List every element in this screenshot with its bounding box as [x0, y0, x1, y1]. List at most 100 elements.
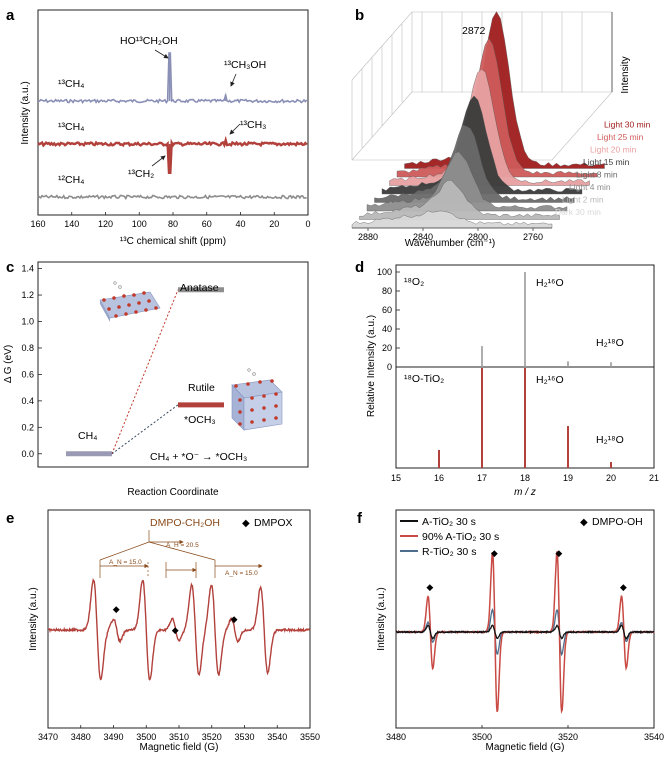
legend-label-f1: A-TiO₂ 30 s — [422, 516, 476, 528]
level-label-ch4: CH₄ — [78, 430, 97, 442]
x-tick-label-e: 3520 — [202, 732, 222, 742]
z-axis-label-b: Intensity — [620, 56, 631, 93]
panel-letter-b: b — [355, 7, 364, 24]
x-tick-label-a: 0 — [305, 219, 310, 229]
y-axis-label-c: Δ G (eV) — [3, 345, 14, 383]
y-tick-label-c: 0.4 — [21, 396, 34, 406]
spectrum-slab-b — [351, 210, 553, 229]
x-ticks-a: 160 140 120 100 80 60 40 20 0 — [30, 212, 311, 229]
rutile-structure-image — [231, 368, 283, 431]
spectra-f — [395, 551, 655, 715]
x-tick-label-f: 3540 — [644, 732, 664, 742]
spectra-b — [351, 11, 605, 229]
y-tick-label-d: 80 — [382, 286, 392, 296]
x-tick-label-e: 3470 — [38, 732, 58, 742]
x-tick-label-a: 160 — [30, 219, 45, 229]
panel-letter-d: d — [355, 259, 364, 276]
x-tick-label-d: 21 — [649, 473, 659, 483]
arrow-a2 — [230, 73, 237, 87]
spectrum-slab-b — [366, 151, 568, 212]
y-tick-label-c: 1.0 — [21, 317, 34, 327]
x-tick-label-e: 3550 — [300, 732, 320, 742]
spectrum-line-f — [395, 624, 655, 640]
legend-dmpo-oh: DMPO-OH — [592, 516, 643, 528]
legend-label-b: Light 30 min — [604, 120, 651, 130]
level-label-rutile: Rutile — [188, 382, 215, 394]
annotation-h216o-bottom: H₂¹⁶O — [536, 374, 564, 386]
x-tick-label-a: 100 — [132, 219, 147, 229]
peak-label-2872: 2872 — [462, 25, 486, 37]
x-tick-label-f: 3480 — [386, 732, 406, 742]
ticks-d: 15 16 17 18 19 20 21 0 20 40 60 80 100 — [377, 267, 659, 483]
x-axis-label-f: Magnetic field (G) — [486, 742, 565, 753]
y-tick-label-d: 40 — [382, 324, 392, 334]
x-tick-label-b: 2760 — [523, 232, 543, 242]
x-tick-label-e: 3500 — [136, 732, 156, 742]
spectrum-slab-b — [381, 95, 583, 195]
x-axis-label-c: Reaction Coordinate — [127, 487, 219, 498]
annotation-hoch2oh: HO¹³CH₂OH — [120, 35, 178, 47]
energy-levels-c — [66, 287, 224, 457]
dmpo-oh-marker: ◆ — [426, 582, 433, 592]
x-ticks-b: 2880 2840 2800 2760 — [358, 228, 543, 242]
anatase-structure-image — [99, 281, 161, 322]
y-tick-label-c: 1.4 — [21, 264, 34, 274]
x-tick-label-d: 16 — [434, 473, 444, 483]
panel-letter-c: c — [6, 259, 14, 276]
legend-b: Dark 30 min Light 2 min Light 4 min Light 8… — [555, 120, 651, 218]
x-tick-label-a: 40 — [235, 219, 245, 229]
panel-letter-e: e — [6, 510, 14, 527]
legend-label-b: Light 8 min — [576, 170, 618, 180]
legend-label-b: Light 4 min — [569, 182, 611, 192]
x-tick-label-d: 17 — [477, 473, 487, 483]
dmpo-oh-markers-f: ◆ ◆ ◆ ◆ — [426, 548, 627, 592]
annotation-ch3oh: ¹³CH₃OH — [224, 59, 266, 71]
dmpox-marker: ◆ — [172, 625, 179, 635]
series-label-d2: ¹⁸O-TiO₂ — [404, 373, 444, 385]
x-tick-label-d: 20 — [606, 473, 616, 483]
x-axis-label-a: ¹³C chemical shift (ppm) — [120, 236, 226, 247]
x-tick-label-b: 2800 — [468, 232, 488, 242]
x-ticks-f: 3480 3500 3520 3540 — [386, 725, 664, 742]
dmpo-oh-marker: ◆ — [620, 582, 627, 592]
level-label-anatase: Anatase — [180, 282, 219, 294]
annotation-an-right: A_N = 15.0 — [225, 570, 258, 577]
annotation-h218o-bottom: H₂¹⁸O — [596, 434, 624, 446]
y-ticks-c: 0.0 0.2 0.4 0.6 0.8 1.0 1.2 1.4 — [21, 264, 42, 459]
y-tick-label-d: 0 — [387, 362, 392, 372]
spectrum-slab-b — [359, 180, 560, 220]
x-axis-label-b: Wavenumber (cm⁻¹) — [405, 238, 495, 249]
series-label-a2: ¹³CH₄ — [58, 121, 84, 133]
series-label-a1: ¹³CH₄ — [58, 78, 84, 90]
annotation-an-left: A_N = 15.0 — [109, 559, 142, 566]
arrow-a4 — [151, 155, 166, 167]
spectrum-e — [48, 577, 311, 681]
level-label-och3: *OCH₃ — [184, 414, 216, 426]
x-tick-label-a: 120 — [98, 219, 113, 229]
x-tick-label-e: 3490 — [103, 732, 123, 742]
pathway-rutile — [111, 404, 179, 455]
legend-label-b: Dark 30 min — [555, 207, 601, 217]
spectrum-slab-b — [404, 11, 605, 169]
annotation-ah: A_H = 20.5 — [166, 542, 199, 549]
legend-marker-f: ◆ — [580, 517, 588, 528]
pathway-anatase — [111, 289, 179, 454]
dmpox-markers-e: ◆ ◆ ◆ — [113, 604, 238, 635]
x-tick-label-d: 15 — [391, 473, 401, 483]
y-axis-label-d: Relative Intensity (a.u.) — [366, 315, 377, 417]
y-axis-label-e: Intensity (a.u.) — [28, 587, 39, 650]
spectrum-line-a — [37, 52, 308, 105]
x-axis-label-d: m / z — [514, 487, 536, 498]
spectrum-line-a — [37, 135, 308, 174]
spectrum-slab-b — [396, 37, 598, 178]
arrow-a1 — [154, 49, 169, 59]
x-axis-label-e: Magnetic field (G) — [140, 742, 219, 753]
plot-frame-c — [37, 261, 309, 468]
legend-marker-e: ◆ — [242, 518, 250, 529]
panel-a: a 160 140 120 100 80 60 40 20 0 ¹³C chemical shi… — [6, 7, 311, 247]
panel-e: e 3470 3480 3490 3500 3510 3520 3530 3540 3550 ◆… — [6, 509, 320, 753]
dmpo-oh-marker: ◆ — [555, 548, 562, 558]
x-tick-label-e: 3480 — [71, 732, 91, 742]
y-tick-label-c: 0.2 — [21, 422, 34, 432]
